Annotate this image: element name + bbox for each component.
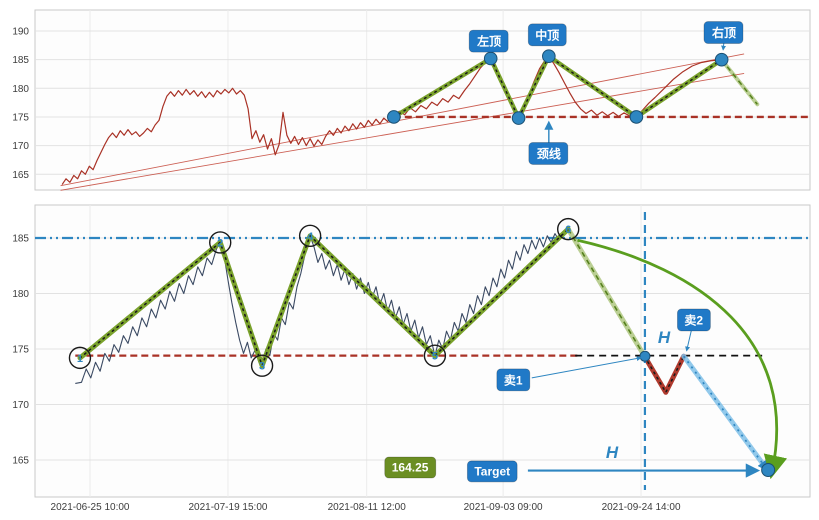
xtick-bottom: 2021-09-24 14:00 xyxy=(602,502,681,513)
pivot-circle-1 xyxy=(68,346,92,370)
sell1-leader xyxy=(531,356,642,379)
pivot-number-4: 4 xyxy=(307,231,314,243)
ytick-top: 175 xyxy=(12,112,29,123)
ytick-top: 165 xyxy=(12,170,29,181)
label-sell2-text: 卖2 xyxy=(684,312,703,327)
label-target-text: Target xyxy=(474,464,510,478)
pattern-dot-4 xyxy=(542,49,556,64)
pattern-dot-5 xyxy=(629,110,644,124)
label-neckline-text: 颈线 xyxy=(536,146,561,161)
label-left-top xyxy=(468,29,509,53)
ytick-bottom: 185 xyxy=(12,234,29,245)
xtick-bottom: 2021-08-11 12:00 xyxy=(328,502,407,513)
h-label-lower: H xyxy=(606,443,619,462)
pivot-circle-5 xyxy=(423,344,447,367)
label-sell1 xyxy=(496,368,531,392)
pivot-number-3: 3 xyxy=(259,361,265,373)
curve-arrow xyxy=(577,238,788,480)
label-target xyxy=(466,460,518,483)
price-line-top xyxy=(61,55,722,185)
pattern-dots-overlay-bottom xyxy=(79,228,569,368)
pattern-dot-6 xyxy=(714,52,729,67)
label-right-top xyxy=(703,21,744,44)
pivot-number-5: 5 xyxy=(432,351,438,363)
ytick-top: 190 xyxy=(12,27,29,38)
sell-point-dot xyxy=(639,350,651,362)
trendline-1 xyxy=(60,53,745,187)
pattern-dot-2 xyxy=(483,51,498,66)
projection-dashes-top xyxy=(721,59,758,105)
projection-target-blue xyxy=(681,353,770,472)
h-label-upper: H xyxy=(658,328,671,347)
xtick-bottom: 2021-06-25 10:00 xyxy=(51,502,130,513)
pattern-dots-overlay-top xyxy=(393,55,723,120)
ytick-bottom: 165 xyxy=(12,456,29,467)
pullback-red-dots xyxy=(644,355,685,394)
pivot-circle-6 xyxy=(557,217,580,241)
label-sell2 xyxy=(677,308,711,332)
pivot-circle-4 xyxy=(298,224,322,247)
xtick-bottom: 2021-09-03 09:00 xyxy=(464,502,543,513)
ytick-top: 170 xyxy=(12,141,29,152)
bottom-panel: 1 2 3 4 5 6 卖1 卖2 Target 164.25 H H 185 180 175 170 165 2… xyxy=(12,204,811,513)
sell2-leader xyxy=(685,330,692,352)
bottom-panel-bg xyxy=(34,204,811,498)
pivot-circle-3 xyxy=(250,354,274,377)
trendline-2 xyxy=(60,72,745,191)
pattern-dot-1 xyxy=(387,110,401,124)
label-right-top-text: 右顶 xyxy=(711,25,736,40)
xtick-bottom: 2021-07-19 15:00 xyxy=(188,502,267,513)
projection-drop-dashes xyxy=(567,228,646,358)
label-target-value-text: 164.25 xyxy=(392,461,429,475)
pattern-dot-3 xyxy=(511,111,526,125)
ytick-bottom: 180 xyxy=(12,289,29,300)
label-sell1-text: 卖1 xyxy=(504,372,523,387)
ytick-top: 185 xyxy=(12,55,29,66)
pivot-number-1: 1 xyxy=(77,353,83,365)
label-mid-top xyxy=(527,23,567,47)
pivot-number-6: 6 xyxy=(565,224,571,236)
ytick-top: 180 xyxy=(12,84,29,95)
pivot-circle-2 xyxy=(209,231,232,254)
label-mid-top-text: 中顶 xyxy=(535,27,559,42)
ytick-bottom: 170 xyxy=(12,400,29,411)
price-line-bottom xyxy=(75,228,569,384)
label-neckline xyxy=(528,142,569,165)
label-left-top-text: 左顶 xyxy=(476,34,501,49)
ytick-bottom: 175 xyxy=(12,345,29,356)
pivot-number-2: 2 xyxy=(217,237,223,249)
label-target-value xyxy=(384,456,437,479)
target-point-dot xyxy=(761,462,776,477)
